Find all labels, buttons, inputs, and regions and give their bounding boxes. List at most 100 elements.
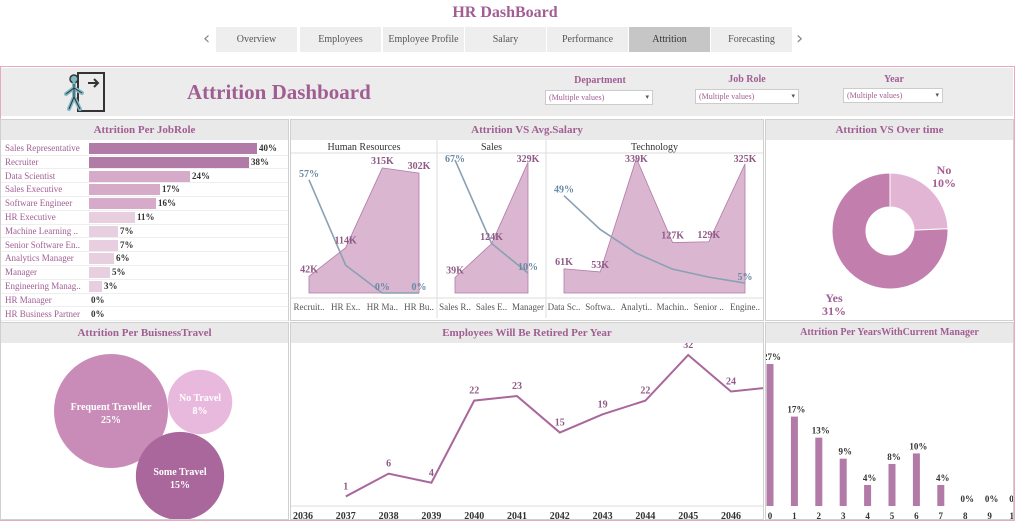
retired-year-label: 2036	[293, 511, 313, 519]
attrition-line	[563, 195, 746, 284]
jobrole-value-label: 0%	[91, 308, 105, 319]
jobrole-row-divider	[1, 320, 288, 322]
salary-panel: Attrition VS Avg.Salary Human Resources 4…	[290, 119, 764, 321]
attrition-value-label: 5%	[738, 272, 753, 283]
jobrole-bar	[89, 267, 110, 279]
retired-value-label: 4	[429, 468, 434, 479]
tab-forecasting[interactable]: Forecasting	[711, 27, 792, 52]
retired-panel-title: Employees Will Be Retired Per Year	[291, 323, 763, 343]
retired-value-label: 22	[469, 386, 479, 397]
exit-door-icon	[64, 72, 105, 112]
salary-value-label: 302K	[408, 161, 431, 172]
jobrole-value-label: 7%	[120, 225, 134, 236]
manager-category-label: 3	[841, 511, 846, 519]
year-filter-value: (Multiple values)	[847, 91, 903, 100]
manager-bar	[815, 437, 823, 506]
jobrole-category-label: Manager	[5, 267, 37, 278]
manager-value-label: 13%	[812, 426, 830, 436]
manager-category-label: 4	[865, 511, 870, 519]
manager-value-label: 17%	[787, 405, 805, 415]
salary-category-label: Senior ..	[694, 302, 724, 312]
retired-value-label: 22	[640, 386, 650, 397]
tab-overview[interactable]: Overview	[216, 27, 297, 52]
salary-value-label: 124K	[480, 232, 503, 243]
jobrole-category-label: HR Business Partner	[5, 308, 80, 319]
manager-value-label: 27%	[766, 352, 781, 362]
salary-area	[563, 157, 746, 294]
tab-performance[interactable]: Performance	[547, 27, 628, 52]
manager-bar	[888, 463, 896, 506]
jobrole-bar	[89, 143, 257, 154]
retired-year-label: 2039	[421, 511, 441, 519]
chevron-down-icon: ▾	[791, 92, 795, 100]
salary-value-label: 339K	[625, 154, 648, 165]
manager-category-label: 8	[963, 511, 968, 519]
chevron-down-icon: ▾	[645, 93, 649, 101]
jobrole-value-label: 40%	[259, 143, 277, 153]
jobrole-row-divider	[1, 154, 288, 156]
jobrole-row-divider	[1, 168, 288, 170]
jobrole-bar	[89, 184, 160, 196]
tab-employee-profile[interactable]: Employee Profile	[383, 27, 464, 52]
jobrole-value-label: 11%	[137, 212, 155, 222]
salary-value-label: 61K	[555, 257, 573, 268]
retired-chart: 1642223151922322425203620372038203920402…	[291, 343, 763, 519]
jobrole-value-label: 16%	[158, 198, 176, 209]
jobrole-row-divider	[1, 251, 288, 253]
manager-bar	[766, 364, 774, 506]
travel-bubble-value: 15%	[170, 480, 190, 491]
department-filter-select[interactable]: (Multiple values) ▾	[545, 90, 653, 105]
jobrole-category-label: Engineering Manag..	[5, 281, 81, 291]
salary-area	[308, 167, 420, 294]
salary-value-label: 129K	[697, 230, 720, 241]
tab-salary[interactable]: Salary	[465, 27, 546, 52]
year-filter-select[interactable]: (Multiple values) ▾	[843, 88, 943, 103]
manager-value-label: 0%	[985, 494, 999, 504]
department-filter-value: (Multiple values)	[549, 93, 605, 102]
retired-year-label: 2045	[678, 511, 698, 519]
prev-tab-arrow-icon[interactable]: ‹	[203, 28, 211, 49]
jobrole-row-divider	[1, 278, 288, 280]
jobrole-bar	[89, 225, 118, 237]
jobrole-category-label: Sales Representative	[5, 143, 80, 153]
overtime-slice-value: 10%	[932, 176, 956, 190]
jobrole-row-divider	[1, 182, 288, 184]
jobrole-value-label: 17%	[162, 184, 180, 195]
manager-value-label: 8%	[887, 452, 901, 462]
jobrole-panel: Attrition Per JobRole Sales Representati…	[0, 119, 289, 322]
manager-category-label: 1	[792, 511, 797, 519]
manager-bar	[864, 484, 872, 506]
salary-category-label: HR Ex..	[331, 302, 360, 312]
tab-employees[interactable]: Employees	[300, 27, 381, 52]
salary-category-label: HR Bu..	[404, 302, 434, 312]
salary-value-label: 325K	[734, 154, 757, 165]
retired-value-label: 24	[726, 377, 736, 388]
jobrole-bar	[89, 212, 135, 223]
salary-category-label: Sales E..	[476, 302, 507, 312]
retired-value-label: 23	[512, 381, 522, 392]
jobrole-bar	[89, 198, 156, 210]
retired-year-label: 2044	[635, 511, 655, 519]
salary-category-label: Engine..	[730, 302, 760, 312]
manager-category-label: 10	[1010, 511, 1014, 519]
next-tab-arrow-icon[interactable]: ›	[796, 28, 804, 49]
salary-value-label: 42K	[300, 264, 318, 275]
app-title: HR DashBoard	[452, 4, 558, 21]
jobrole-filter-select[interactable]: (Multiple values) ▾	[695, 89, 799, 104]
jobrole-filter-value: (Multiple values)	[699, 92, 755, 101]
overtime-panel: Attrition VS Over time No 10% Yes 31%	[765, 119, 1014, 321]
jobrole-row-divider	[1, 237, 288, 239]
attrition-value-label: 0%	[412, 282, 427, 293]
retired-year-label: 2040	[464, 511, 484, 519]
salary-group-label: Human Resources	[327, 142, 400, 153]
salary-group-label: Technology	[631, 142, 678, 153]
travel-bubble-name: Frequent Traveller	[71, 402, 152, 413]
jobrole-panel-title: Attrition Per JobRole	[1, 120, 288, 140]
salary-category-label: Data Sc..	[548, 302, 581, 312]
travel-bubble-value: 25%	[101, 415, 121, 426]
jobrole-category-label: HR Manager	[5, 294, 52, 305]
overtime-slice-no	[889, 172, 949, 231]
jobrole-row-divider	[1, 264, 288, 266]
tab-attrition[interactable]: Attrition	[629, 27, 710, 52]
salary-value-label: 114K	[335, 236, 357, 247]
